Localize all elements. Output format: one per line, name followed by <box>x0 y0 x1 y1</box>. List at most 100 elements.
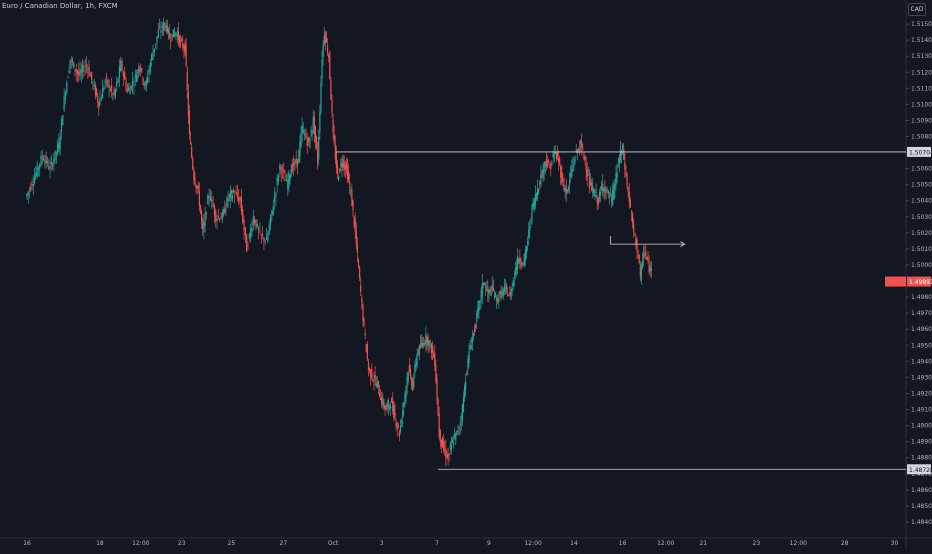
candle-body <box>501 290 503 292</box>
candle-body <box>396 423 398 428</box>
candle-body <box>399 425 402 433</box>
candle-body <box>524 250 526 261</box>
candle-body <box>513 277 515 278</box>
candle-body <box>412 380 414 389</box>
candle-body <box>526 241 529 244</box>
candle-body <box>445 448 447 457</box>
candle-body <box>272 206 274 215</box>
candle-body <box>430 343 433 354</box>
candle-body <box>60 118 63 132</box>
x-tick-label: 12:00 <box>132 540 149 547</box>
candle-body <box>180 40 182 42</box>
candle-body <box>176 34 178 37</box>
candle-body <box>561 172 563 183</box>
candle-body <box>489 288 491 293</box>
candle-body <box>370 369 372 378</box>
candle-body <box>486 290 488 292</box>
candle-body <box>289 175 291 181</box>
candle-body <box>378 392 381 397</box>
candle-body <box>640 264 643 281</box>
candle-body <box>533 200 535 210</box>
candle-body <box>149 62 151 73</box>
candle-body <box>292 162 295 167</box>
candle-body <box>256 223 258 227</box>
candle-body <box>648 264 650 273</box>
candle-body <box>594 194 596 197</box>
x-tick-label: 14 <box>570 540 578 547</box>
candle-body <box>454 434 456 439</box>
candle-body <box>434 352 436 366</box>
candle-body <box>354 218 356 232</box>
candle-body <box>335 152 338 169</box>
candle-body <box>187 91 189 117</box>
candle-body <box>140 68 142 72</box>
candle-body <box>511 288 513 291</box>
candle-body <box>238 196 240 203</box>
candle-body <box>239 197 241 201</box>
candle-body <box>194 178 196 185</box>
candle-body <box>193 170 195 180</box>
candle-body <box>546 164 549 167</box>
candle-body <box>201 211 203 222</box>
candle-body <box>259 231 261 233</box>
candle-body <box>36 165 38 177</box>
candle-body <box>417 353 419 354</box>
candle-body <box>644 254 646 255</box>
candle-body <box>331 99 333 114</box>
candle-body <box>300 132 302 146</box>
candle-body <box>339 168 341 173</box>
candle-body <box>277 175 280 182</box>
candle-body <box>438 414 440 437</box>
candle-body <box>443 441 445 450</box>
candle-body <box>105 76 108 79</box>
candle-body <box>446 454 448 459</box>
candle-body <box>244 227 246 236</box>
candle-body <box>522 262 524 266</box>
candle-body <box>291 164 293 172</box>
candle-body <box>448 454 450 455</box>
candle-body <box>387 401 389 409</box>
candle-body <box>541 172 543 175</box>
candle-body <box>101 87 104 99</box>
candle-body <box>560 165 562 178</box>
candle-body <box>152 51 154 61</box>
candle-body <box>583 152 585 160</box>
currency-selector[interactable]: CAD <box>908 3 926 16</box>
candle-body <box>40 155 42 166</box>
candle-body <box>646 256 648 260</box>
candle-body <box>420 342 423 346</box>
candle-body <box>323 35 325 45</box>
candle-body <box>63 96 65 111</box>
candle-body <box>32 183 34 186</box>
candle-body <box>374 374 376 380</box>
candle-body <box>250 228 252 239</box>
candle-body <box>425 333 427 343</box>
candle-body <box>628 191 630 202</box>
candle-body <box>344 164 346 171</box>
candle-body <box>347 171 350 181</box>
candle-body <box>388 404 391 407</box>
candle-body <box>418 345 420 355</box>
candle-body <box>614 183 616 189</box>
candle-body <box>483 284 486 286</box>
candle-body <box>284 179 286 181</box>
candle-body <box>340 163 342 167</box>
candle-body <box>480 290 482 301</box>
x-tick-label: 7 <box>435 540 439 547</box>
candle-body <box>552 153 554 157</box>
candle-body <box>609 194 612 196</box>
candle-body <box>496 297 498 301</box>
candle-body <box>380 397 382 401</box>
candle-body <box>334 145 336 160</box>
candle-body <box>145 80 147 85</box>
candle-body <box>84 66 86 68</box>
candle-body <box>271 210 273 216</box>
candle-body <box>393 405 395 419</box>
candle-body <box>596 196 598 203</box>
y-tick-label: 1.50600 <box>911 166 932 173</box>
candle-body <box>615 173 617 185</box>
candle-body <box>395 421 397 426</box>
candle-body <box>419 344 422 348</box>
